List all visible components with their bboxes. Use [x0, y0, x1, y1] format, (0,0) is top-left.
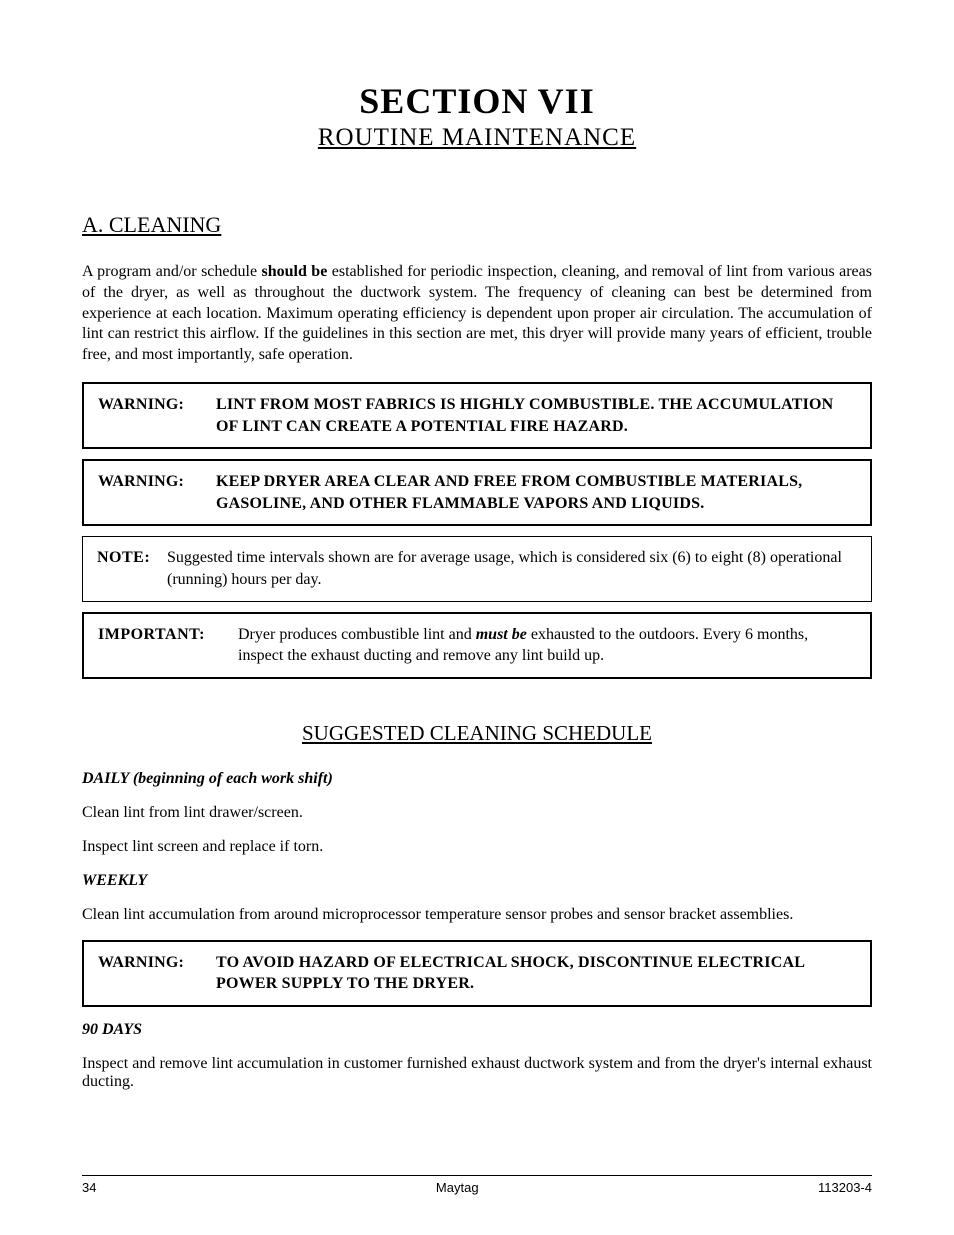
warning-box-3: WARNING: TO AVOID HAZARD OF ELECTRICAL S…: [82, 940, 872, 1007]
footer-brand: Maytag: [436, 1180, 479, 1195]
intro-paragraph: A program and/or schedule should be esta…: [82, 262, 872, 366]
warning-box-1: WARNING: LINT FROM MOST FABRICS IS HIGHL…: [82, 382, 872, 449]
page-footer: 34 Maytag 113203-4: [82, 1175, 872, 1195]
warning-2-label: WARNING:: [98, 471, 216, 514]
daily-item-1: Clean lint from lint drawer/screen.: [82, 804, 872, 822]
section-number: SECTION VII: [82, 80, 872, 122]
note-text: Suggested time intervals shown are for a…: [167, 547, 857, 590]
weekly-item-1: Clean lint accumulation from around micr…: [82, 906, 872, 924]
daily-heading: DAILY (beginning of each work shift): [82, 770, 872, 788]
note-label: NOTE:: [97, 547, 167, 590]
important-bold: must be: [476, 626, 527, 643]
daily-item-2: Inspect lint screen and replace if torn.: [82, 838, 872, 856]
important-label: IMPORTANT:: [98, 624, 238, 667]
footer-page-number: 34: [82, 1180, 96, 1195]
warning-1-label: WARNING:: [98, 394, 216, 437]
para-bold: should be: [262, 263, 328, 280]
subsection-a-heading: A. CLEANING: [82, 212, 872, 238]
section-subtitle: ROUTINE MAINTENANCE: [82, 124, 872, 152]
important-pre: Dryer produces combustible lint and: [238, 626, 476, 643]
warning-3-label: WARNING:: [98, 952, 216, 995]
footer-rule: [82, 1175, 872, 1176]
ninety-days-heading: 90 DAYS: [82, 1021, 872, 1039]
warning-1-text: LINT FROM MOST FABRICS IS HIGHLY COMBUST…: [216, 394, 856, 437]
schedule-title: SUGGESTED CLEANING SCHEDULE: [82, 721, 872, 746]
weekly-heading: WEEKLY: [82, 872, 872, 890]
warning-box-2: WARNING: KEEP DRYER AREA CLEAR AND FREE …: [82, 459, 872, 526]
para-pre: A program and/or schedule: [82, 263, 262, 280]
warning-3-text: TO AVOID HAZARD OF ELECTRICAL SHOCK, DIS…: [216, 952, 856, 995]
footer-doc-number: 113203-4: [818, 1180, 872, 1195]
important-box: IMPORTANT: Dryer produces combustible li…: [82, 612, 872, 679]
warning-2-text: KEEP DRYER AREA CLEAR AND FREE FROM COMB…: [216, 471, 856, 514]
ninety-days-item-1: Inspect and remove lint accumulation in …: [82, 1055, 872, 1091]
important-text: Dryer produces combustible lint and must…: [238, 624, 856, 667]
note-box: NOTE: Suggested time intervals shown are…: [82, 536, 872, 601]
